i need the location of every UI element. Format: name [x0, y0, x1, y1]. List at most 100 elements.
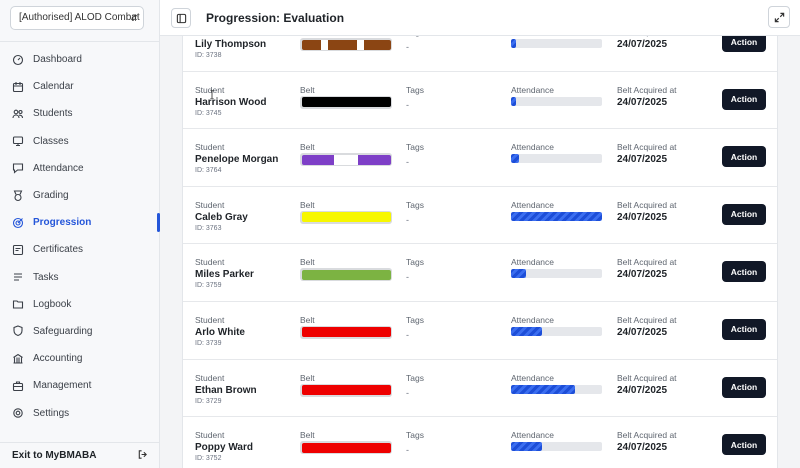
belt-swatch: [300, 153, 392, 167]
sidebar-item-label: Accounting: [33, 353, 83, 365]
tags-value: -: [406, 445, 409, 456]
belt-acquired-date: 24/07/2025: [617, 326, 668, 338]
student-name: Arlo White: [195, 326, 245, 338]
belt-swatch: [300, 210, 392, 224]
belt-acquired-date: 24/07/2025: [617, 269, 668, 281]
attendance-progress-bar: [511, 39, 602, 48]
calendar-icon: [12, 81, 24, 93]
belt-swatch: [300, 38, 392, 51]
action-button[interactable]: Action: [722, 146, 766, 168]
belt-acquired-label: Belt Acquired at: [617, 430, 677, 441]
sidebar-item-label: Calendar: [33, 81, 74, 93]
sidebar-item-certificates[interactable]: Certificates: [0, 236, 160, 263]
table-row: Student Poppy Ward ID: 3752 Belt Tags - Attend…: [183, 417, 777, 468]
action-button[interactable]: Action: [722, 318, 766, 340]
sidebar-item-grading[interactable]: Grading: [0, 182, 160, 209]
tags-label: Tags: [406, 314, 424, 325]
sidebar-item-attendance[interactable]: Attendance: [0, 155, 160, 182]
sidebar-item-accounting[interactable]: Accounting: [0, 345, 160, 372]
organisation-select[interactable]: [Authorised] ALOD Combat ⇵: [10, 6, 144, 30]
table-row: Student Miles Parker ID: 3759 Belt Tags - Atte…: [183, 244, 777, 302]
belt-color: [301, 385, 391, 396]
attendance-label: Attendance: [511, 142, 555, 153]
text-cursor-icon: [210, 90, 214, 99]
action-button[interactable]: Action: [722, 261, 766, 283]
student-id: ID: 3752: [195, 455, 222, 463]
attendance-label: Attendance: [511, 84, 555, 95]
student-id: ID: 3738: [195, 52, 222, 59]
belt-acquired-label: Belt Acquired at: [617, 142, 677, 153]
sidebar-item-safeguarding[interactable]: Safeguarding: [0, 318, 160, 345]
sidebar-item-classes[interactable]: Classes: [0, 128, 160, 155]
sidebar-item-students[interactable]: Students: [0, 100, 160, 127]
sidebar-item-label: Tasks: [33, 271, 59, 283]
sidebar-item-dashboard[interactable]: Dashboard: [0, 46, 160, 73]
settings-icon: [12, 407, 24, 419]
student-label: Student: [195, 142, 225, 153]
belt-color: [301, 327, 391, 338]
attendance-progress-bar: [511, 269, 602, 279]
table-row: Student Caleb Gray ID: 3763 Belt Tags - Attend…: [183, 187, 777, 245]
accounting-icon: [12, 353, 24, 365]
sidebar-item-progression[interactable]: Progression: [0, 209, 160, 236]
action-button[interactable]: Action: [722, 376, 766, 398]
attendance-label: Attendance: [511, 430, 555, 441]
attendance-progress-fill: [511, 96, 516, 106]
belt-label: Belt: [300, 314, 315, 325]
attendance-progress-bar: [511, 154, 602, 164]
attendance-label: Attendance: [511, 36, 554, 37]
sidebar-item-calendar[interactable]: Calendar: [0, 73, 160, 100]
collapse-sidebar-button[interactable]: [171, 8, 191, 28]
attendance-progress-fill: [511, 326, 542, 336]
student-name: Ethan Brown: [195, 384, 257, 396]
grading-icon: [12, 189, 24, 202]
sidebar: [Authorised] ALOD Combat ⇵ Dashboard Cale…: [0, 0, 160, 468]
sidebar-item-management[interactable]: Management: [0, 372, 160, 399]
belt-color: [301, 39, 391, 50]
belt-color: [301, 212, 391, 223]
attendance-label: Attendance: [511, 372, 555, 383]
exit-label: Exit to MyBMABA: [12, 450, 97, 461]
attendance-progress-fill: [511, 384, 575, 394]
belt-label: Belt: [300, 257, 315, 268]
tags-value: -: [406, 99, 409, 110]
action-button[interactable]: Action: [722, 434, 766, 456]
student-id: ID: 3739: [195, 339, 222, 347]
student-progression-list: Student Lily Thompson ID: 3738 Belt Tags - Att…: [182, 36, 778, 468]
action-button[interactable]: Action: [722, 36, 766, 52]
tasks-icon: [12, 271, 24, 283]
tags-label: Tags: [406, 430, 424, 441]
fullscreen-button[interactable]: [768, 6, 790, 28]
sidebar-item-tasks[interactable]: Tasks: [0, 264, 160, 291]
sidebar-item-label: Settings: [33, 407, 70, 419]
belt-acquired-date: 24/07/2025: [617, 384, 668, 396]
tags-label: Tags: [406, 199, 424, 210]
belt-color: [301, 97, 391, 108]
belt-label: Belt: [300, 36, 315, 37]
table-row: Student Penelope Morgan ID: 3764 Belt Tags - A…: [183, 129, 777, 187]
student-name: Penelope Morgan: [195, 154, 279, 166]
sidebar-item-settings[interactable]: Settings: [0, 399, 160, 426]
student-id: ID: 3764: [195, 167, 222, 175]
sidebar-item-label: Certificates: [33, 244, 84, 256]
belt-color: [301, 442, 391, 453]
action-button[interactable]: Action: [722, 88, 766, 110]
exit-link[interactable]: Exit to MyBMABA: [0, 442, 160, 468]
belt-color: [301, 269, 391, 280]
action-button[interactable]: Action: [722, 203, 766, 225]
belt-stripe: [333, 154, 359, 165]
sidebar-item-logbook[interactable]: Logbook: [0, 291, 160, 318]
student-id: ID: 3763: [195, 224, 222, 232]
belt-acquired-label: Belt Acquired at: [617, 36, 677, 37]
sidebar-toggle-icon: [176, 13, 186, 23]
student-label: Student: [195, 199, 225, 210]
sidebar-item-label: Logbook: [33, 298, 72, 310]
logbook-icon: [12, 298, 24, 310]
progression-icon: [12, 217, 24, 229]
tags-value: -: [406, 214, 409, 225]
page-header: Progression: Evaluation: [160, 0, 800, 36]
student-label: Student: [195, 314, 225, 325]
belt-swatch: [300, 383, 392, 397]
tags-label: Tags: [406, 257, 424, 268]
belt-label: Belt: [300, 84, 315, 95]
